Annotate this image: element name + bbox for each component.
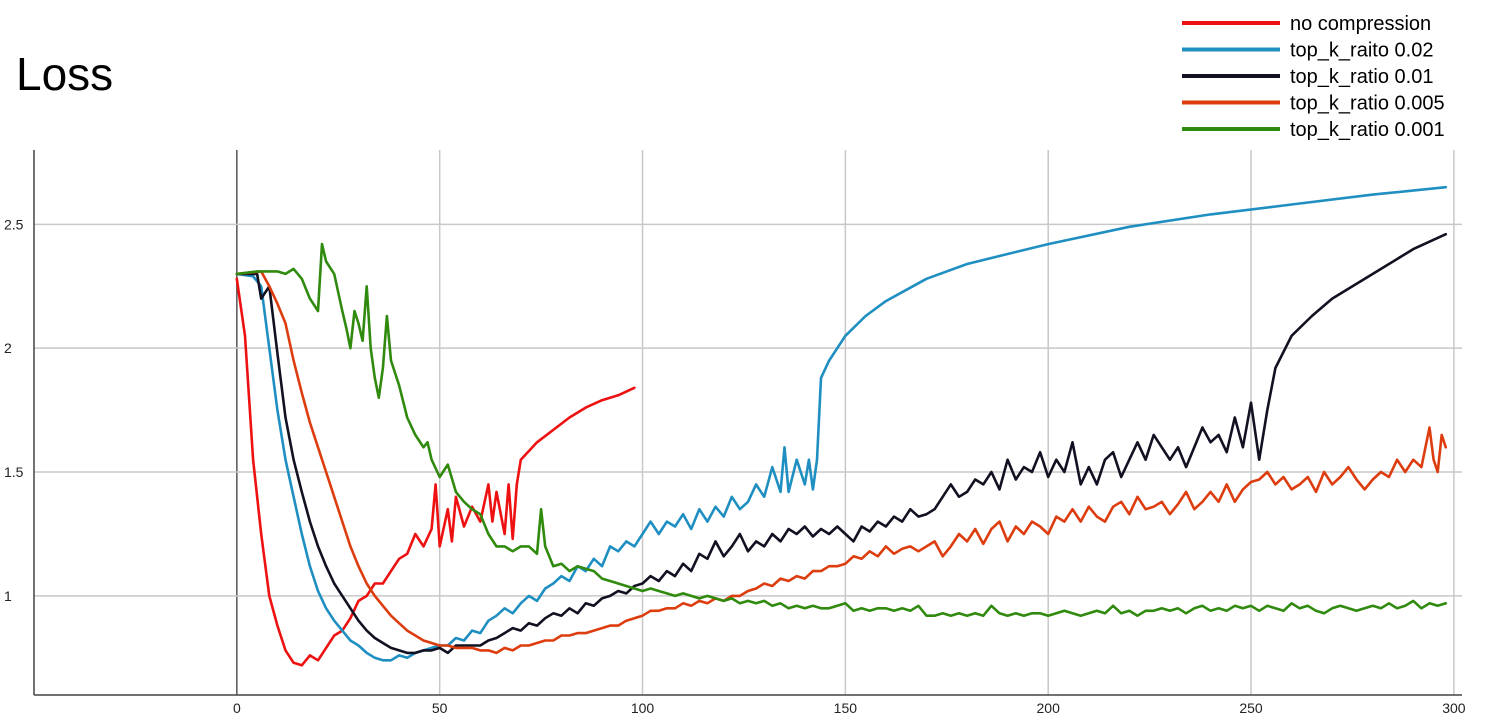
y-tick-label: 1.5 bbox=[4, 464, 24, 480]
legend: no compression top_k_raito 0.02 top_k_rati… bbox=[1182, 13, 1445, 141]
y-tick-label: 2.5 bbox=[4, 216, 24, 232]
x-tick-label: 0 bbox=[233, 700, 241, 716]
tick-labels: 0 50 100 150 200 250 300 1 1.5 2 2.5 bbox=[4, 216, 1466, 716]
series-line bbox=[235, 270, 1448, 655]
x-tick-label: 250 bbox=[1239, 700, 1263, 716]
x-tick-label: 200 bbox=[1037, 700, 1061, 716]
legend-label: top_k_raito 0.02 bbox=[1290, 40, 1433, 62]
axes bbox=[33, 150, 1462, 696]
legend-label: top_k_ratio 0.005 bbox=[1290, 93, 1445, 115]
y-tick-label: 1 bbox=[4, 588, 12, 604]
x-tick-label: 150 bbox=[834, 700, 858, 716]
x-tick-label: 300 bbox=[1442, 700, 1466, 716]
legend-label: top_k_ratio 0.01 bbox=[1290, 66, 1433, 88]
legend-label: no compression bbox=[1290, 13, 1431, 35]
legend-label: top_k_ratio 0.001 bbox=[1290, 119, 1445, 141]
y-tick-label: 2 bbox=[4, 340, 12, 356]
chart-title: Loss bbox=[16, 48, 113, 100]
series-line bbox=[235, 232, 1448, 655]
series-line bbox=[235, 277, 636, 667]
x-tick-label: 100 bbox=[631, 700, 655, 716]
series-lines bbox=[235, 185, 1448, 667]
grid bbox=[34, 150, 1462, 695]
series-line bbox=[235, 185, 1448, 662]
series-line bbox=[235, 242, 1448, 617]
x-tick-label: 50 bbox=[432, 700, 448, 716]
